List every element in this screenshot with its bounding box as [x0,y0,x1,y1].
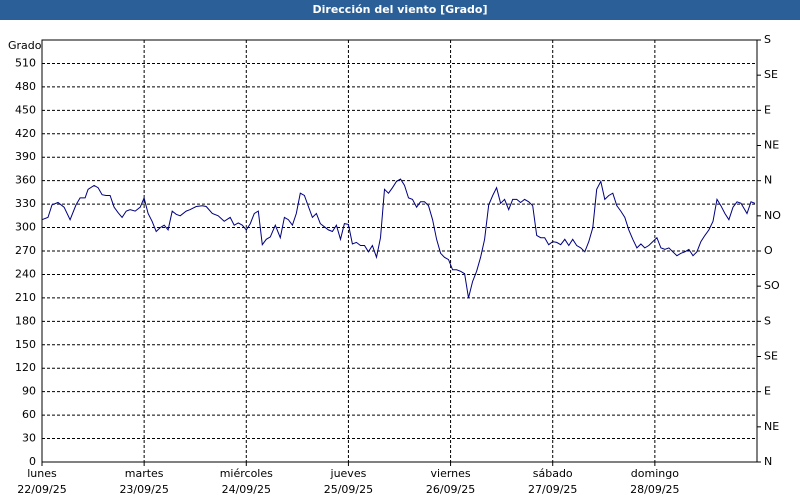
y2-tick-label: E [764,385,771,398]
y-tick-label: 480 [15,80,36,93]
y-tick-label: 330 [15,197,36,210]
y-tick-label: 300 [15,221,36,234]
x-tick-date: 25/09/25 [324,483,373,496]
x-tick-label: miércoles [220,467,273,480]
y-tick-label: 150 [15,338,36,351]
x-tick-label: viernes [431,467,471,480]
y2-tick-label: S [764,314,771,327]
y2-tick-label: S [764,33,771,46]
x-tick-date: 26/09/25 [426,483,475,496]
y-tick-label: 360 [15,174,36,187]
x-tick-label: jueves [330,467,367,480]
y-tick-label: 60 [22,408,36,421]
x-tick-date: 28/09/25 [630,483,679,496]
y2-tick-label: NE [764,420,779,433]
x-tick-date: 22/09/25 [17,483,66,496]
y-tick-label: 210 [15,291,36,304]
y-tick-label: 90 [22,385,36,398]
y-tick-label: 180 [15,314,36,327]
y-tick-label: 0 [29,455,36,468]
y2-tick-label: E [764,103,771,116]
y-axis-label: Grado [8,39,42,52]
chart-title: Dirección del viento [Grado] [313,3,488,16]
y-tick-label: 420 [15,127,36,140]
data-line [41,178,756,299]
y-tick-label: 270 [15,244,36,257]
y-tick-label: 30 [22,432,36,445]
y2-tick-label: O [764,244,773,257]
y2-tick-label: N [764,174,772,187]
y-tick-label: 510 [15,56,36,69]
y2-tick-label: SE [764,68,778,81]
x-tick-date: 23/09/25 [119,483,168,496]
x-tick-label: sábado [533,467,573,480]
y-tick-label: 390 [15,150,36,163]
y2-tick-label: N [764,455,772,468]
y-tick-label: 450 [15,103,36,116]
x-tick-label: lunes [27,467,57,480]
y-tick-label: 240 [15,267,36,280]
y2-tick-label: NO [764,209,781,222]
y2-tick-label: SO [764,279,780,292]
plot-border [41,39,758,463]
x-tick-date: 24/09/25 [222,483,271,496]
y2-tick-label: NE [764,139,779,152]
x-tick-label: domingo [631,467,679,480]
y-tick-label: 120 [15,361,36,374]
title-bar [0,0,800,20]
x-tick-label: martes [125,467,164,480]
x-tick-date: 27/09/25 [528,483,577,496]
y2-tick-label: SE [764,350,778,363]
